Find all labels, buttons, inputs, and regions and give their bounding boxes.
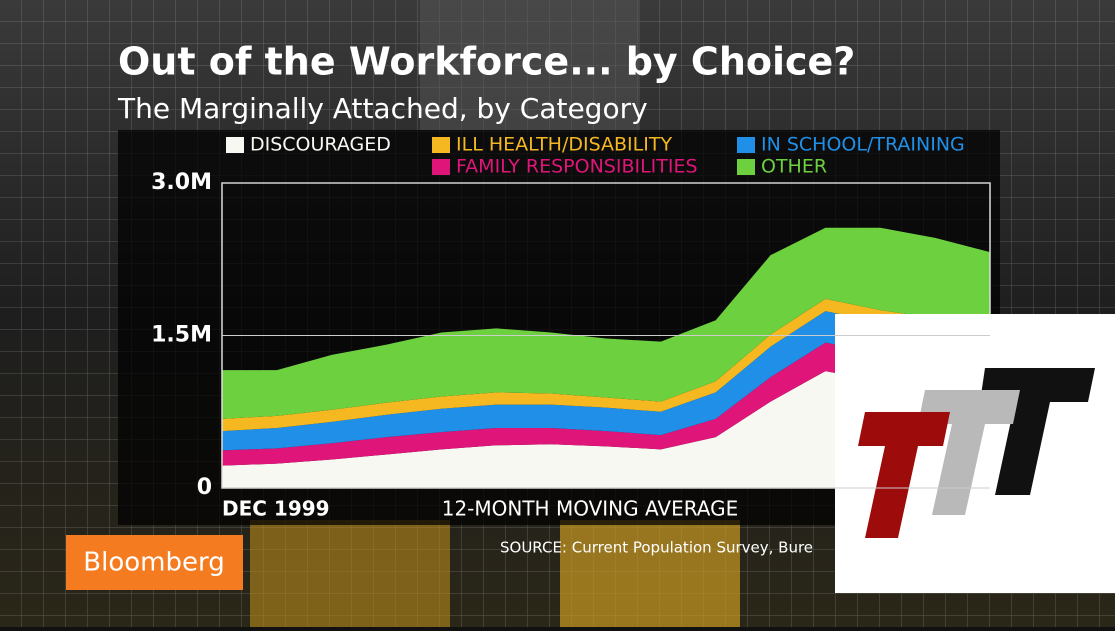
area — [222, 311, 990, 451]
background-taxi — [560, 520, 740, 627]
area — [222, 371, 990, 488]
y-tick-label: 3.0M — [151, 170, 212, 195]
logo-t — [858, 412, 950, 538]
area — [222, 227, 990, 419]
legend-swatch — [432, 137, 450, 153]
legend-label: DISCOURAGED — [250, 134, 391, 156]
legend-label: FAMILY RESPONSIBILITIES — [456, 156, 698, 178]
y-tick-label: 0 — [197, 475, 212, 500]
plot — [222, 227, 990, 488]
legend-swatch — [737, 137, 755, 153]
legend-label: ILL HEALTH/DISABILITY — [456, 134, 672, 156]
x-tick-label: DEC 1999 — [222, 497, 330, 521]
annotation: 12-MONTH MOVING AVERAGE — [442, 497, 739, 521]
area — [222, 298, 990, 432]
logo — [835, 314, 1115, 593]
chart-subtitle: The Marginally Attached, by Category — [117, 92, 648, 125]
y-tick-label: 1.5M — [151, 323, 212, 348]
brand: Bloomberg — [83, 548, 224, 578]
background-taxi — [250, 520, 450, 627]
legend-label: OTHER — [761, 156, 827, 178]
background-building — [420, 0, 640, 130]
legend-swatch — [226, 137, 244, 153]
area — [222, 342, 990, 466]
legend-swatch — [737, 159, 755, 175]
legend-label: IN SCHOOL/TRAINING — [761, 134, 965, 156]
brand-box — [66, 535, 243, 590]
chart-title: Out of the Workforce... by Choice? — [118, 40, 855, 84]
source: SOURCE: Current Population Survey, Bure — [500, 539, 813, 557]
legend-swatch — [432, 159, 450, 175]
